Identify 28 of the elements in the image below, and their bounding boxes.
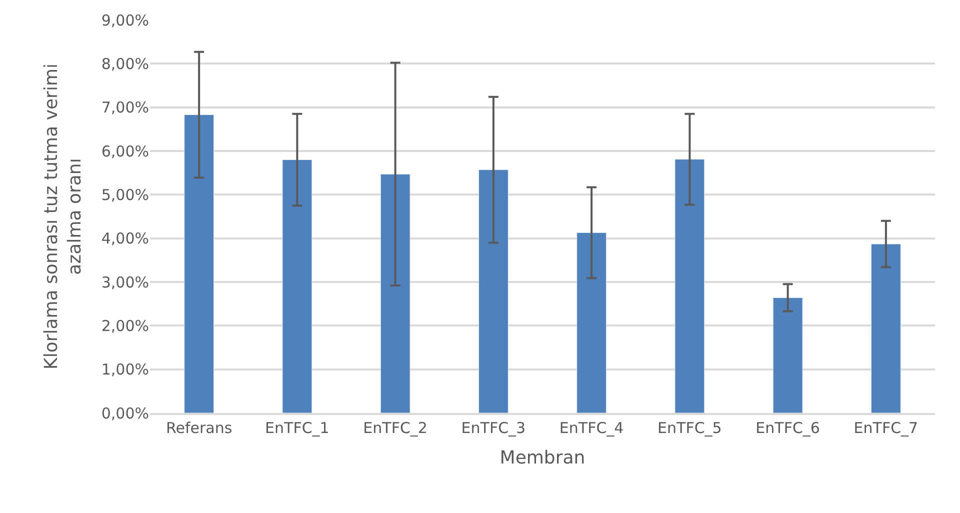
y-tick-label: 2,00% (101, 316, 149, 335)
x-tick-label: EnTFC_3 (461, 419, 526, 437)
y-tick-label: 1,00% (101, 360, 149, 379)
y-axis-title: Klorlama sonrası tuz tutma verimi azalma oranı (41, 64, 86, 370)
bar (478, 170, 508, 413)
y-tick-label: 7,00% (101, 98, 149, 117)
y-tick-label: 0,00% (101, 404, 149, 422)
x-tick-label: Referans (166, 419, 232, 437)
y-tick-label: 9,00% (101, 11, 149, 30)
y-tick-label: 4,00% (101, 230, 149, 248)
x-axis-title: Membran (500, 448, 586, 469)
y-tick-label: 3,00% (101, 273, 149, 292)
bar (674, 159, 705, 413)
bar (772, 297, 803, 413)
x-tick-label: EnTFC_1 (265, 419, 330, 437)
bar (184, 114, 214, 413)
x-tick-label: EnTFC_2 (363, 419, 428, 437)
y-tick-label: 5,00% (101, 186, 149, 204)
x-tick-label: EnTFC_4 (559, 419, 624, 437)
bar (282, 159, 312, 413)
y-tick-label: 8,00% (101, 54, 149, 73)
bar (380, 174, 410, 413)
x-tick-label: EnTFC_6 (756, 419, 820, 437)
x-tick-label: EnTFC_5 (658, 419, 722, 437)
bar (870, 244, 901, 413)
y-tick-label: 6,00% (101, 142, 149, 160)
x-tick-label: EnTFC_7 (854, 419, 918, 437)
bar (576, 232, 607, 413)
